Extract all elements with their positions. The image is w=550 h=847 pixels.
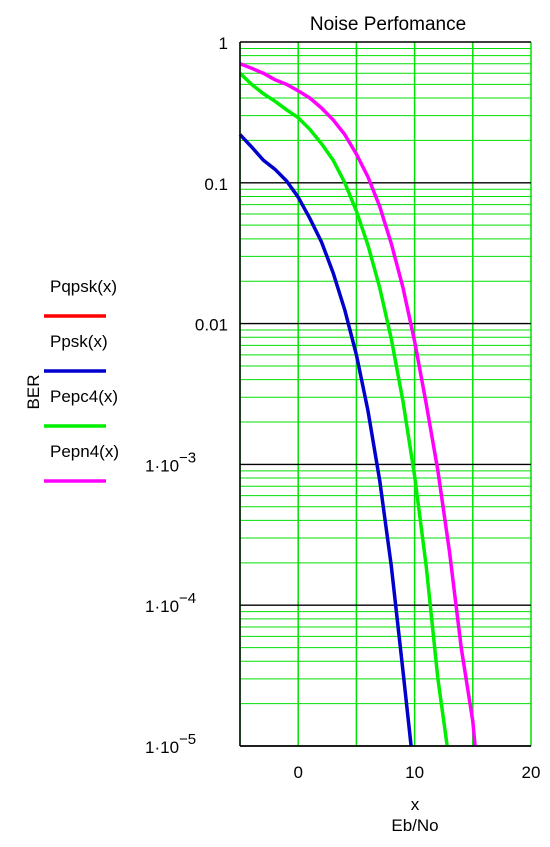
legend-label: Pqpsk(x) bbox=[50, 277, 117, 296]
axes bbox=[239, 42, 531, 747]
grid bbox=[239, 41, 532, 747]
y-tick-label: 0.1 bbox=[204, 175, 228, 194]
y-tick-label: 1·10−3 bbox=[145, 449, 196, 475]
y-axis-label: BER bbox=[24, 375, 43, 410]
legend-label: Ppsk(x) bbox=[50, 332, 108, 351]
x-axis-label: x bbox=[411, 795, 420, 814]
chart-title: Noise Perfomance bbox=[310, 14, 466, 35]
series-lines bbox=[238, 62, 477, 747]
series-line bbox=[239, 62, 477, 747]
legend-label: Pepn4(x) bbox=[50, 442, 119, 461]
y-tick-labels: 1 0.1 0.01 1·10−3 1·10−4 1·10−5 bbox=[145, 34, 228, 757]
series-line bbox=[238, 71, 449, 747]
y-tick-label: 0.01 bbox=[195, 316, 228, 335]
y-tick-label: 1·10−5 bbox=[145, 731, 196, 757]
series-line bbox=[238, 133, 413, 747]
legend: Pqpsk(x) Ppsk(x) Pepc4(x) Pepn4(x) bbox=[44, 277, 119, 483]
x-tick-labels: 0 10 20 bbox=[293, 763, 540, 782]
legend-label: Pepc4(x) bbox=[50, 387, 118, 406]
x-tick-label: 20 bbox=[522, 763, 541, 782]
y-tick-label: 1·10−4 bbox=[145, 590, 196, 616]
y-tick-label: 1 bbox=[219, 34, 228, 53]
x-axis-sublabel: Eb/No bbox=[391, 816, 438, 835]
x-tick-label: 10 bbox=[405, 763, 424, 782]
x-tick-label: 0 bbox=[293, 763, 302, 782]
